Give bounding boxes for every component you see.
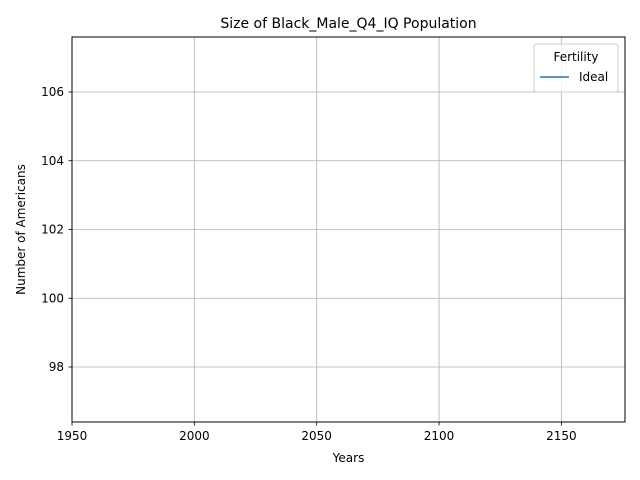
y-axis-label: Number of Americans xyxy=(14,164,28,295)
x-tick-label: 2000 xyxy=(179,429,210,443)
y-tick-label: 104 xyxy=(41,154,64,168)
y-tick-label: 100 xyxy=(41,291,64,305)
y-tick-label: 98 xyxy=(49,360,64,374)
legend-label-ideal: Ideal xyxy=(579,70,608,84)
legend-box xyxy=(533,43,619,93)
x-axis-label: Years xyxy=(332,451,365,465)
legend-title: Fertility xyxy=(553,50,598,64)
legend: Fertility Ideal xyxy=(533,43,619,93)
grid-lines xyxy=(71,37,625,422)
x-tick-label: 2100 xyxy=(424,429,455,443)
x-axis-ticks: 1950 2000 2050 2100 2150 xyxy=(57,422,577,443)
chart-title: Size of Black_Male_Q4_IQ Population xyxy=(220,16,476,32)
x-tick-label: 2050 xyxy=(301,429,332,443)
y-tick-label: 102 xyxy=(41,223,64,237)
x-tick-label: 1950 xyxy=(57,429,88,443)
y-tick-label: 106 xyxy=(41,85,64,99)
y-axis-ticks: 98 100 102 104 106 xyxy=(41,85,72,374)
x-tick-label: 2150 xyxy=(546,429,577,443)
